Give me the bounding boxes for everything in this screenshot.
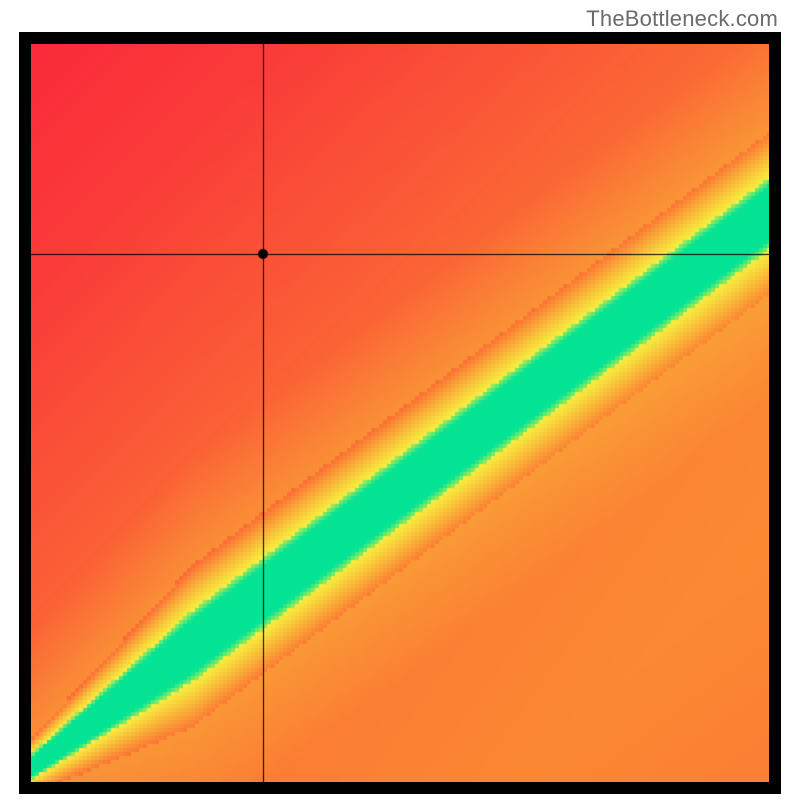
crosshair-overlay bbox=[31, 44, 769, 782]
watermark-label: TheBottleneck.com bbox=[586, 6, 778, 32]
chart-frame: TheBottleneck.com bbox=[0, 0, 800, 800]
